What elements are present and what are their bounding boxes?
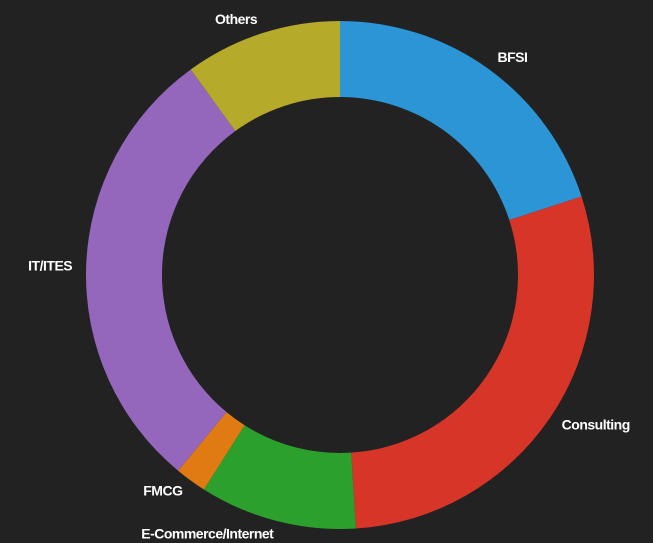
slice-label: Consulting (562, 416, 630, 432)
slice (203, 425, 356, 529)
slice (190, 20, 340, 131)
slice (85, 69, 236, 471)
slice-label: BFSI (498, 49, 528, 65)
slice (351, 196, 594, 529)
slice (178, 412, 245, 490)
slice-label: Others (215, 11, 258, 27)
slice (340, 21, 582, 220)
slice-label: FMCG (143, 483, 183, 499)
slice-label: IT/ITES (28, 257, 72, 273)
slice-label: E-Commerce/Internet (141, 525, 274, 541)
